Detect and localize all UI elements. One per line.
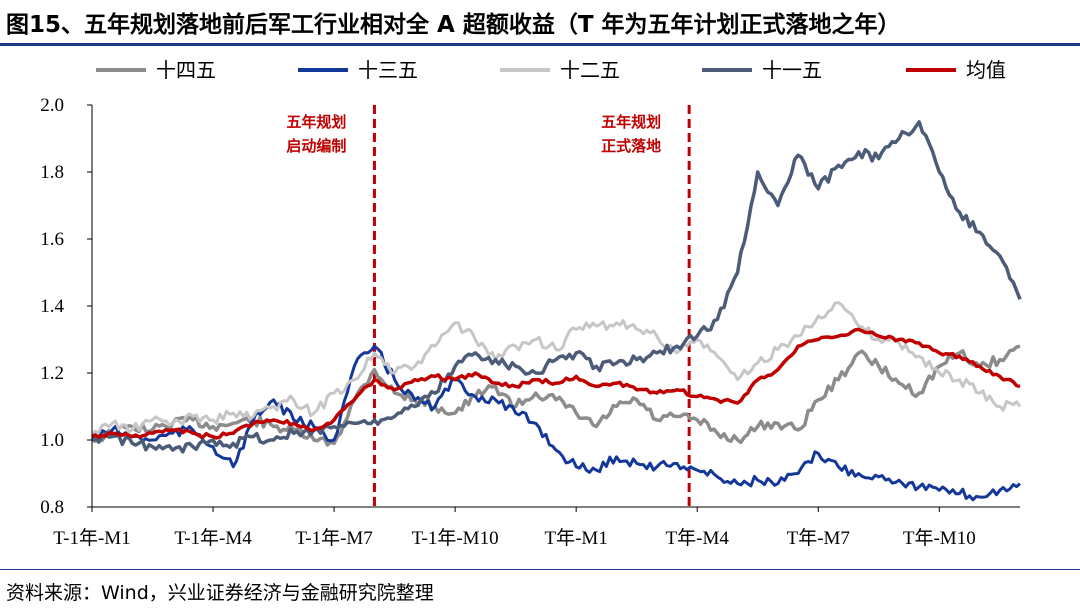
x-tick-label: T-1年-M10 <box>412 527 499 549</box>
x-tick-label: T年-M1 <box>545 527 608 549</box>
annotation-lines <box>372 105 691 507</box>
title-underline <box>0 43 1080 46</box>
annotation-text: 五年规划 <box>601 113 661 131</box>
y-tick-label: 1.4 <box>40 296 64 317</box>
annotation-text: 启动编制 <box>286 137 346 155</box>
series-line <box>91 327 1021 440</box>
y-tick-label: 0.8 <box>40 497 64 518</box>
chart-title: 图15、五年规划落地前后军工行业相对全 A 超额收益（T 年为五年计划正式落地之… <box>6 12 901 38</box>
legend-label: 十一五 <box>762 58 822 82</box>
series-group <box>91 120 1022 502</box>
legend-label: 十三五 <box>358 58 418 82</box>
series-line <box>91 344 1021 502</box>
axes: 0.8 1.0 1.2 1.4 1.6 1.8 2.0 T-1年-M1 T-1年-M4 T-1年-… <box>40 95 1020 549</box>
source-divider <box>0 569 1080 570</box>
y-tick-label: 1.8 <box>40 162 64 183</box>
x-tick-label: T年-M7 <box>787 527 850 549</box>
y-tick-label: 1.0 <box>40 430 64 451</box>
legend-label: 均值 <box>966 58 1006 82</box>
x-tick-label: T-1年-M4 <box>174 527 252 549</box>
x-tick-label: T-1年-M7 <box>295 527 372 549</box>
source-note: 资料来源：Wind，兴业证券经济与金融研究院整理 <box>6 582 434 604</box>
x-tick-label: T年-M10 <box>903 527 976 549</box>
legend-label: 十四五 <box>156 58 216 82</box>
x-tick-label: T-1年-M1 <box>53 527 130 549</box>
legend-label: 十二五 <box>560 58 620 82</box>
series-line <box>91 301 1022 435</box>
series-line <box>91 344 1021 447</box>
annotation-text: 五年规划 <box>286 113 346 131</box>
y-tick-label: 2.0 <box>40 95 64 116</box>
y-tick-label: 1.6 <box>40 229 64 250</box>
series-line <box>91 120 1022 454</box>
legend: 十四五 十三五 十二五 十一五 均值 <box>96 58 1006 82</box>
y-tick-label: 1.2 <box>40 363 64 384</box>
x-tick-label: T年-M4 <box>666 527 730 549</box>
annotation-text: 正式落地 <box>601 137 661 155</box>
